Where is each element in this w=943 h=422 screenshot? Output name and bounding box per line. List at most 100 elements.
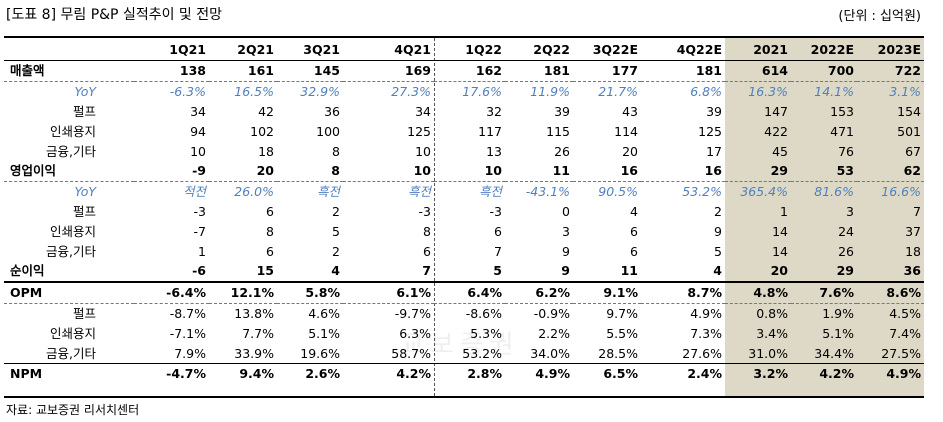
table-row: 인쇄용지 94 102 100 125 117 115 114 125 422 471 501 (4, 121, 924, 141)
table-cell: 14.1% (814, 84, 854, 100)
table-row: 매출액 138 161 145 169 162 181 177 181 614 700 722 (4, 60, 924, 82)
table-cell: 2.4% (687, 366, 722, 382)
table-cell: 29 (791, 260, 857, 283)
table-cell: 13.8% (234, 305, 274, 321)
table-cell: 117 (478, 123, 502, 139)
table-cell: 8 (277, 160, 343, 182)
table-cell: -6 (134, 260, 209, 283)
table-cell: 138 (134, 60, 209, 82)
table-cell: 100 (316, 123, 340, 139)
table-cell: 34.0% (505, 343, 573, 364)
table-cell: 90.5% (598, 184, 638, 200)
table-cell: 154 (897, 103, 921, 119)
table-cell: 16.5% (234, 84, 274, 100)
table-cell: 501 (897, 123, 921, 139)
table-cell: -6.3% (169, 84, 206, 100)
table-cell: 8 (332, 143, 340, 159)
table-cell: 흑전 (316, 184, 340, 200)
table-cell: 5 (714, 243, 722, 259)
table-row: 금융,기타 1 6 2 6 7 9 6 5 14 26 18 (4, 241, 924, 261)
table-row: 금융,기타 7.9% 33.9% 19.6% 58.7% 53.2% 34.0% 28.5% 2… (4, 343, 924, 364)
table-cell: 169 (343, 60, 434, 82)
row-label: NPM (10, 366, 43, 382)
table-cell: 16 (573, 160, 641, 182)
table-cell: 33.9% (209, 343, 277, 364)
table-row: YoY -6.3% 16.5% 32.9% 27.3% 17.6% 11.9% 21.7% 6.… (4, 81, 924, 101)
table-cell: 53.2% (434, 343, 505, 364)
table-row: 순이익 -6 15 4 7 5 9 11 4 20 29 36 (4, 260, 924, 283)
year-divider (434, 38, 435, 396)
table-cell: 5.3% (470, 325, 502, 341)
table-cell: 20 (725, 260, 791, 283)
table-row: 펄프 -8.7% 13.8% 4.6% -9.7% -8.6% -0.9% 9.7% 4.9% 0… (4, 303, 924, 323)
table-cell: -0.9% (533, 305, 570, 321)
table-row: NPM -4.7% 9.4% 2.6% 4.2% 2.8% 4.9% 6.5% 2.4% 3.2%… (4, 363, 924, 383)
table-cell: 5.1% (308, 325, 340, 341)
table-cell: 34 (415, 103, 431, 119)
table-cell: 4.9% (886, 366, 921, 382)
column-header: 4Q22E (641, 38, 725, 61)
table-cell: 115 (546, 123, 570, 139)
table-cell: 4.9% (690, 305, 722, 321)
table-cell: 9.4% (239, 366, 274, 382)
table-cell: 177 (573, 60, 641, 82)
table-cell: 1 (198, 243, 206, 259)
table-row: OPM -6.4% 12.1% 5.8% 6.1% 6.4% 6.2% 9.1% 8.7% 4.8… (4, 281, 924, 304)
table-cell: 16.6% (881, 184, 921, 200)
table-cell: 39 (554, 103, 570, 119)
table-cell: 적전 (182, 184, 206, 200)
table-cell: 2 (332, 203, 340, 219)
earnings-table-frame: 1Q21 2Q21 3Q21 4Q21 1Q22 2Q22 3Q22E 4Q22E 2021 20… (4, 36, 924, 398)
table-cell: 27.3% (391, 84, 431, 100)
table-cell: 6 (266, 203, 274, 219)
table-cell: 27.6% (641, 343, 725, 364)
table-cell: 11 (505, 160, 573, 182)
table-cell: 16.3% (748, 84, 788, 100)
annual-columns-shading (725, 38, 924, 396)
table-cell: 4.9% (535, 366, 570, 382)
row-label: 인쇄용지 (49, 123, 96, 139)
table-cell: 125 (698, 123, 722, 139)
row-label: 금융,기타 (46, 243, 96, 259)
column-header: 1Q21 (134, 38, 209, 61)
table-cell: 147 (764, 103, 788, 119)
table-cell: -43.1% (525, 184, 570, 200)
table-cell: -9.7% (394, 305, 431, 321)
table-cell: 4.6% (308, 305, 340, 321)
table-cell: 45 (772, 143, 788, 159)
table-cell: 19.6% (277, 343, 343, 364)
row-label: 펄프 (72, 103, 96, 119)
column-header: 4Q21 (343, 38, 434, 61)
table-cell: 7.9% (134, 343, 209, 364)
table-cell: 53.2% (682, 184, 722, 200)
table-cell: 181 (505, 60, 573, 82)
table-cell: 5 (434, 260, 505, 283)
table-title: [도표 8] 무림 P&P 실적추이 및 전망 (6, 7, 223, 23)
table-row: 펄프 -3 6 2 -3 -3 0 4 2 1 3 7 (4, 202, 924, 222)
table-cell: 6 (494, 223, 502, 239)
table-cell: 422 (764, 123, 788, 139)
table-cell: 흑전 (478, 184, 502, 200)
table-cell: 7 (494, 243, 502, 259)
table-cell: 1 (780, 203, 788, 219)
column-header: 2Q22 (505, 38, 573, 61)
column-header: 2022E (791, 38, 857, 61)
table-cell: 17.6% (462, 84, 502, 100)
table-cell: 365.4% (740, 184, 788, 200)
table-cell: 722 (857, 60, 924, 82)
table-cell: 8.6% (857, 281, 924, 304)
table-cell: 36 (857, 260, 924, 283)
row-label: 펄프 (72, 305, 96, 321)
table-cell: 4.2% (396, 366, 431, 382)
table-cell: 26 (554, 143, 570, 159)
table-cell: 2 (714, 203, 722, 219)
table-cell: 5.8% (277, 281, 343, 304)
table-row: 인쇄용지 -7.1% 7.7% 5.1% 6.3% 5.3% 2.2% 5.5% 7.3% 3.4… (4, 323, 924, 343)
table-cell: 24 (838, 223, 854, 239)
table-cell: 700 (791, 60, 857, 82)
table-cell: 8 (423, 223, 431, 239)
table-cell: 6 (266, 243, 274, 259)
table-cell: 81.6% (814, 184, 854, 200)
table-cell: 0.8% (756, 305, 788, 321)
table-cell: 15 (209, 260, 277, 283)
